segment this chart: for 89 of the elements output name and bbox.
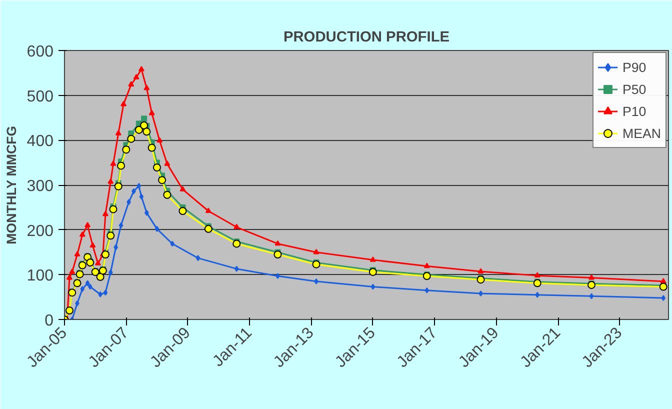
legend-label: P50 (622, 82, 646, 96)
point (115, 130, 122, 136)
point (102, 210, 108, 216)
point (234, 224, 240, 230)
point (588, 274, 594, 280)
point (108, 178, 114, 184)
point (370, 256, 376, 262)
point (108, 269, 113, 276)
point (86, 258, 94, 267)
point (660, 278, 666, 284)
legend-label: P10 (622, 104, 646, 118)
point (158, 176, 166, 184)
point (101, 250, 110, 258)
point (144, 84, 150, 90)
point (122, 146, 130, 154)
point (78, 261, 86, 270)
point (118, 222, 124, 228)
point (103, 290, 108, 296)
point (589, 293, 594, 300)
y-tick-label: 0 (44, 312, 54, 330)
point (94, 260, 101, 266)
point (136, 182, 142, 189)
point (66, 274, 72, 280)
point (148, 110, 155, 116)
point (148, 144, 156, 152)
point (661, 294, 666, 301)
point (84, 222, 91, 228)
legend-label: P90 (622, 60, 646, 74)
legend-label: MEAN (622, 126, 661, 140)
point (312, 260, 320, 268)
point (139, 194, 144, 200)
point (274, 250, 282, 258)
point (134, 126, 143, 134)
y-tick-label: 300 (26, 178, 54, 195)
point (142, 128, 151, 136)
point (106, 232, 115, 240)
point (109, 205, 118, 214)
point (368, 268, 377, 276)
point (163, 190, 172, 199)
point (170, 240, 175, 247)
point (120, 100, 127, 106)
point (85, 280, 90, 286)
point (196, 255, 200, 262)
point (152, 164, 161, 172)
y-tick-label: 100 (26, 268, 54, 285)
point (154, 226, 160, 232)
point (69, 268, 76, 274)
point (424, 262, 430, 268)
point (138, 66, 144, 72)
point (76, 270, 84, 278)
point (164, 160, 170, 166)
point (533, 279, 542, 288)
point (74, 251, 80, 256)
point (110, 160, 116, 166)
point (156, 137, 163, 143)
point (178, 207, 187, 215)
point (90, 242, 96, 248)
y-tick-label: 400 (26, 133, 54, 150)
point (117, 162, 125, 170)
point (370, 284, 376, 290)
point (234, 266, 239, 272)
point (659, 282, 668, 291)
point (232, 240, 241, 248)
y-axis-title: MONTHLY MMCFG (4, 126, 19, 244)
point (478, 268, 484, 274)
point (79, 231, 86, 237)
point (114, 182, 122, 190)
y-tick-label: 500 (26, 88, 54, 106)
point (424, 287, 430, 294)
point (128, 81, 134, 87)
point (422, 272, 431, 280)
point (80, 286, 85, 292)
point (274, 240, 281, 246)
point (534, 272, 540, 278)
y-tick-label: 200 (26, 222, 54, 240)
point (180, 186, 186, 192)
point (114, 244, 118, 250)
chart-title: PRODUCTION PROFILE (283, 30, 450, 46)
point (204, 224, 212, 233)
point (140, 121, 148, 130)
point (535, 292, 540, 298)
point (98, 266, 107, 275)
point (133, 74, 140, 80)
point (127, 134, 136, 143)
y-tick-label: 600 (26, 44, 54, 60)
point (141, 116, 148, 122)
point (313, 248, 320, 254)
point (476, 276, 485, 284)
point (205, 208, 212, 213)
